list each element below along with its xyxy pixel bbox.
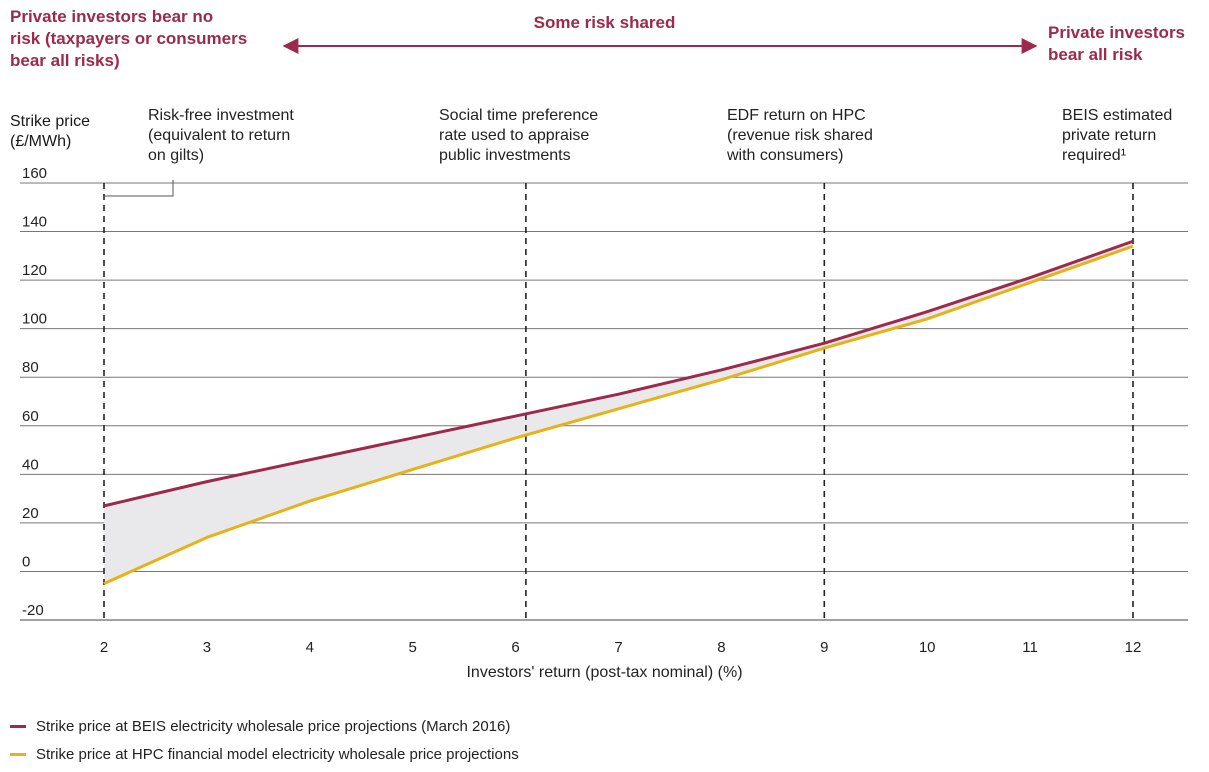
y-tick-label: 140 (22, 214, 47, 231)
x-tick-label: 10 (919, 639, 936, 656)
annotation-risk-free: Risk-free investment (equivalent to retu… (148, 107, 294, 164)
x-tick-label: 11 (1022, 639, 1038, 656)
annotation-edf-return: EDF return on HPC (revenue risk shared w… (727, 107, 873, 164)
x-tick-label: 4 (306, 639, 314, 656)
x-tick-label: 8 (717, 639, 725, 656)
y-tick-label: 40 (22, 456, 39, 473)
gilts-pointer-line (104, 180, 174, 197)
x-tick-label: 5 (409, 639, 417, 656)
risk-label-no-risk: Private investors bear no risk (taxpayer… (10, 7, 248, 70)
x-tick-label: 7 (614, 639, 622, 656)
strike-price-chart: -20 0 20 40 60 80 100 120 140 160 2 3 4 5 6 7 8 9 10 11 12 (20, 38, 1188, 656)
annotation-beis-return: BEIS estimated private return required¹ (1062, 107, 1173, 164)
y-tick-label: 160 (22, 165, 47, 182)
y-tick-label: 120 (22, 262, 47, 279)
risk-label-all-risk: Private investors bear all risk (1048, 23, 1186, 64)
legend-swatch-beis (10, 725, 26, 728)
shaded-gap-area (104, 241, 1133, 584)
legend-label-hpc: Strike price at HPC financial model elec… (36, 746, 519, 763)
x-tick-label: 3 (203, 639, 211, 656)
x-axis-label: Investors' return (post-tax nominal) (%) (466, 664, 743, 681)
risk-label-shared: Some risk shared (533, 13, 676, 32)
x-tick-label: 9 (820, 639, 828, 656)
annotation-social-time-preference: Social time preference rate used to appr… (439, 107, 599, 164)
legend-item-beis: Strike price at BEIS electricity wholesa… (10, 718, 510, 735)
y-tick-label: 100 (22, 311, 47, 328)
x-tick-label: 12 (1125, 639, 1142, 656)
series-line-0 (103, 239, 1134, 508)
y-tick-label: 80 (22, 359, 39, 376)
legend-swatch-hpc (10, 753, 26, 756)
y-tick-label: 0 (22, 553, 30, 570)
y-axis-label: Strike price (£/MWh) (10, 113, 91, 150)
y-tick-label: -20 (22, 602, 44, 619)
legend-label-beis: Strike price at BEIS electricity wholesa… (36, 718, 511, 735)
y-tick-label: 60 (22, 408, 39, 425)
x-tick-label: 2 (100, 639, 108, 656)
legend-item-hpc: Strike price at HPC financial model elec… (10, 746, 519, 763)
y-tick-label: 20 (22, 505, 39, 522)
series-line-1 (103, 244, 1134, 585)
x-tick-label: 6 (511, 639, 519, 656)
